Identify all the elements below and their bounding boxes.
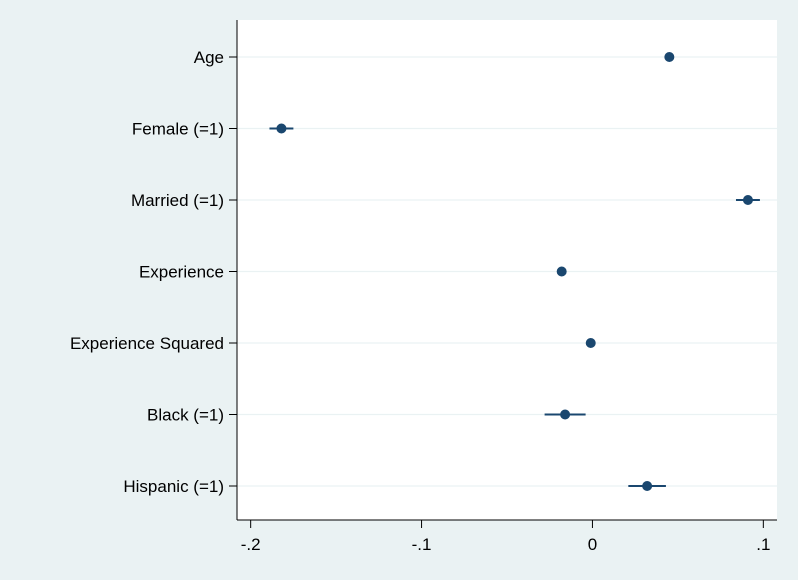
coefficient-point xyxy=(560,409,571,420)
y-tick-label: Experience Squared xyxy=(70,334,224,353)
x-axis-labels: -.2 -.1 0 .1 xyxy=(241,535,771,554)
coefficient-point xyxy=(585,338,596,348)
y-tick-label: Black (=1) xyxy=(147,406,224,425)
y-tick-label: Female (=1) xyxy=(132,120,224,139)
gridlines xyxy=(237,56,777,487)
coefficient-points xyxy=(276,52,753,491)
coefficient-point xyxy=(742,195,753,205)
coefficient-point xyxy=(642,481,653,491)
x-tick-label: .1 xyxy=(756,535,770,554)
x-tick-label: -.2 xyxy=(241,535,261,554)
coefficient-point xyxy=(556,266,567,277)
y-tick-label: Experience xyxy=(139,263,224,282)
x-tick-label: 0 xyxy=(588,535,597,554)
y-axis-ticks xyxy=(229,56,237,487)
plot-area xyxy=(237,20,777,520)
x-axis-ticks xyxy=(250,520,764,528)
y-axis-labels: Age Female (=1) Married (=1) Experience Expe… xyxy=(70,48,224,496)
x-tick-label: -.1 xyxy=(412,535,432,554)
y-tick-label: Married (=1) xyxy=(131,191,224,210)
coefficient-point xyxy=(276,123,287,134)
y-tick-label: Age xyxy=(194,48,224,67)
coefficient-point xyxy=(664,52,675,62)
y-tick-label: Hispanic (=1) xyxy=(123,477,224,496)
